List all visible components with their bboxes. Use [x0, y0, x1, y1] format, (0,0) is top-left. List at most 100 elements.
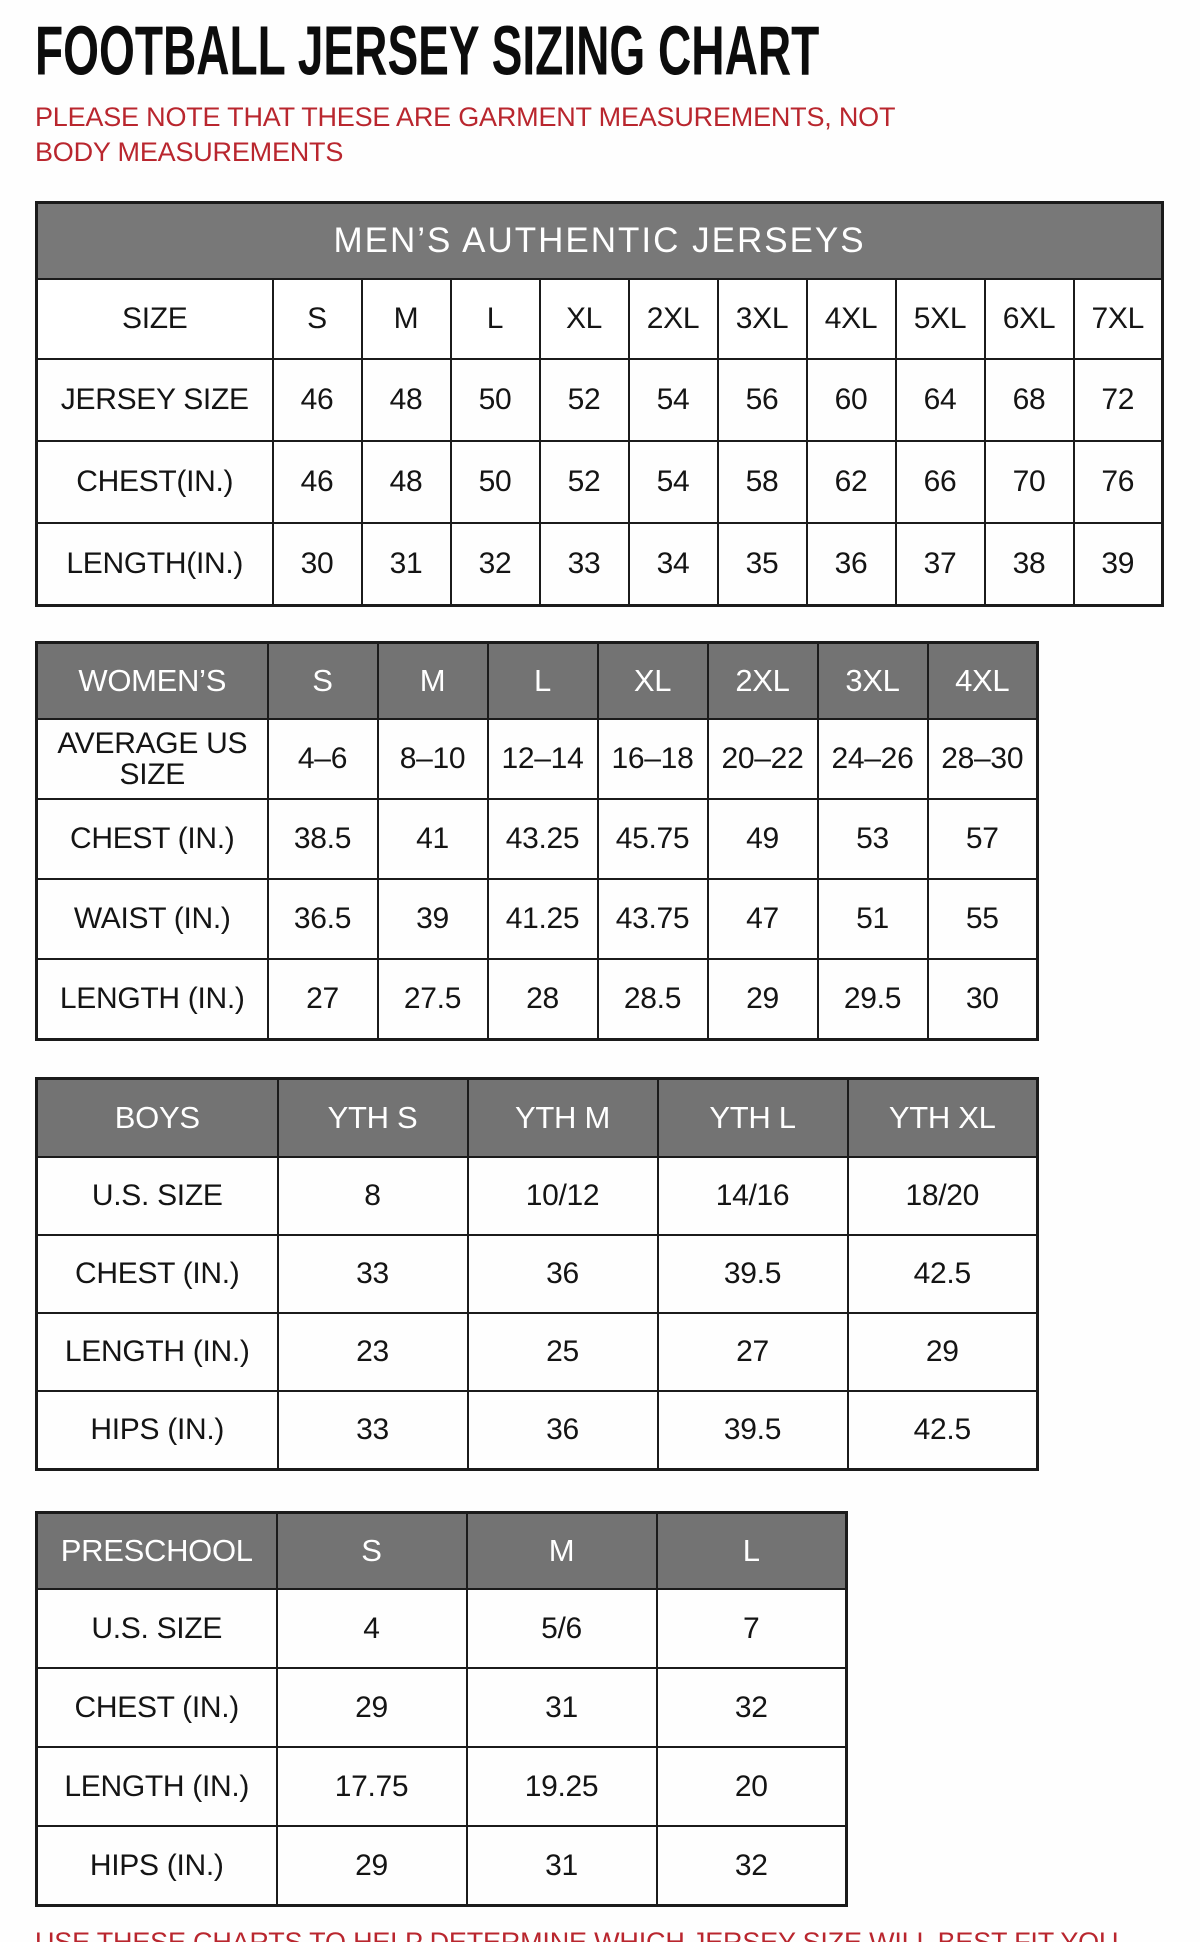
- mens-value-cell: 50: [449, 440, 541, 525]
- preschool-value-cell: 32: [655, 1825, 848, 1907]
- boys-table-row: LENGTH (IN.) 23 25 27 29: [35, 1312, 1039, 1393]
- mens-header-cell: 7XL: [1072, 278, 1164, 361]
- mens-value-cell: 32: [449, 522, 541, 607]
- mens-header-cell: L: [449, 278, 541, 361]
- womens-table-row: CHEST (IN.) 38.5 41 43.25 45.75 49 53 57: [35, 798, 1039, 881]
- boys-header-cell: YTH M: [466, 1077, 659, 1159]
- womens-header-cell: M: [376, 641, 489, 721]
- womens-table-row: AVERAGE US SIZE 4–6 8–10 12–14 16–18 20–22 24–…: [35, 718, 1039, 801]
- garment-measurement-note: PLEASE NOTE THAT THESE ARE GARMENT MEASU…: [35, 102, 895, 167]
- womens-value-cell: 28.5: [596, 958, 709, 1041]
- preschool-value-cell: 31: [465, 1825, 658, 1907]
- mens-value-cell: 52: [538, 440, 630, 525]
- preschool-value-cell: 19.25: [465, 1746, 658, 1828]
- boys-value-cell: 18/20: [846, 1156, 1039, 1237]
- mens-value-cell: 38: [983, 522, 1075, 607]
- mens-value-cell: 60: [805, 358, 897, 443]
- boys-value-cell: 36: [466, 1390, 659, 1471]
- mens-value-cell: 48: [360, 440, 452, 525]
- size-table-womens: WOMEN’S S M L XL 2XL 3XL 4XL AVERAGE US SIZE 4–6 8…: [35, 641, 1039, 1042]
- mens-value-cell: 54: [627, 358, 719, 443]
- preschool-table-row: LENGTH (IN.) 17.75 19.25 20: [35, 1746, 848, 1828]
- boys-value-cell: 8: [276, 1156, 469, 1237]
- womens-value-cell: 29: [706, 958, 819, 1041]
- womens-value-cell: 36.5: [266, 878, 379, 961]
- mens-row-label: JERSEY SIZE: [35, 358, 274, 443]
- boys-header-cell: BOYS: [35, 1077, 279, 1159]
- boys-header-cell: YTH L: [656, 1077, 849, 1159]
- boys-row-label: HIPS (IN.): [35, 1390, 279, 1471]
- mens-header-cell: 4XL: [805, 278, 897, 361]
- boys-value-cell: 39.5: [656, 1390, 849, 1471]
- mens-value-cell: 56: [716, 358, 808, 443]
- mens-value-cell: 50: [449, 358, 541, 443]
- boys-value-cell: 33: [276, 1234, 469, 1315]
- womens-value-cell: 24–26: [816, 718, 929, 801]
- mens-table-row: JERSEY SIZE 46 48 50 52 54 56 60 64 68 72: [35, 358, 1164, 443]
- best-fit-note: USE THESE CHARTS TO HELP DETERMINE WHICH…: [35, 1925, 1165, 1942]
- page-title: FOOTBALL JERSEY SIZING CHART: [35, 11, 820, 90]
- womens-value-cell: 55: [926, 878, 1039, 961]
- womens-header-cell: L: [486, 641, 599, 721]
- preschool-row-label: HIPS (IN.): [35, 1825, 278, 1907]
- womens-value-cell: 28: [486, 958, 599, 1041]
- womens-value-cell: 29.5: [816, 958, 929, 1041]
- boys-header-cell: YTH XL: [846, 1077, 1039, 1159]
- womens-value-cell: 4–6: [266, 718, 379, 801]
- preschool-row-label: CHEST (IN.): [35, 1667, 278, 1749]
- womens-value-cell: 30: [926, 958, 1039, 1041]
- womens-value-cell: 8–10: [376, 718, 489, 801]
- preschool-header-cell: L: [655, 1511, 848, 1591]
- womens-value-cell: 16–18: [596, 718, 709, 801]
- mens-value-cell: 76: [1072, 440, 1164, 525]
- womens-row-label: CHEST (IN.): [35, 798, 269, 881]
- mens-value-cell: 64: [894, 358, 986, 443]
- womens-header-cell: 4XL: [926, 641, 1039, 721]
- boys-table-row: U.S. SIZE 8 10/12 14/16 18/20: [35, 1156, 1039, 1237]
- womens-row-label: LENGTH (IN.): [35, 958, 269, 1041]
- womens-header-cell: 3XL: [816, 641, 929, 721]
- preschool-header-cell: M: [465, 1511, 658, 1591]
- womens-header-cell: 2XL: [706, 641, 819, 721]
- boys-header-cell: YTH S: [276, 1077, 469, 1159]
- womens-value-cell: 47: [706, 878, 819, 961]
- mens-header-cell: 3XL: [716, 278, 808, 361]
- preschool-row-label: U.S. SIZE: [35, 1588, 278, 1670]
- boys-row-label: LENGTH (IN.): [35, 1312, 279, 1393]
- mens-banner-title: MEN’S AUTHENTIC JERSEYS: [35, 201, 1164, 281]
- mens-value-cell: 48: [360, 358, 452, 443]
- mens-value-cell: 62: [805, 440, 897, 525]
- womens-table-row: LENGTH (IN.) 27 27.5 28 28.5 29 29.5 30: [35, 958, 1039, 1041]
- mens-value-cell: 68: [983, 358, 1075, 443]
- preschool-row-label: LENGTH (IN.): [35, 1746, 278, 1828]
- mens-value-cell: 66: [894, 440, 986, 525]
- mens-value-cell: 36: [805, 522, 897, 607]
- preschool-value-cell: 4: [275, 1588, 468, 1670]
- boys-value-cell: 33: [276, 1390, 469, 1471]
- boys-value-cell: 36: [466, 1234, 659, 1315]
- preschool-table-row: HIPS (IN.) 29 31 32: [35, 1825, 848, 1907]
- womens-table-row: WAIST (IN.) 36.5 39 41.25 43.75 47 51 55: [35, 878, 1039, 961]
- boys-value-cell: 39.5: [656, 1234, 849, 1315]
- mens-value-cell: 70: [983, 440, 1075, 525]
- mens-value-cell: 39: [1072, 522, 1164, 607]
- womens-value-cell: 41: [376, 798, 489, 881]
- boys-value-cell: 23: [276, 1312, 469, 1393]
- boys-table-row: CHEST (IN.) 33 36 39.5 42.5: [35, 1234, 1039, 1315]
- mens-value-cell: 46: [271, 358, 363, 443]
- womens-value-cell: 38.5: [266, 798, 379, 881]
- womens-value-cell: 27.5: [376, 958, 489, 1041]
- womens-header-cell: WOMEN’S: [35, 641, 269, 721]
- mens-header-cell: 2XL: [627, 278, 719, 361]
- womens-value-cell: 43.25: [486, 798, 599, 881]
- mens-header-cell: 6XL: [983, 278, 1075, 361]
- preschool-header-cell: PRESCHOOL: [35, 1511, 278, 1591]
- womens-value-cell: 39: [376, 878, 489, 961]
- womens-header-cell: XL: [596, 641, 709, 721]
- mens-table-row: LENGTH(IN.) 30 31 32 33 34 35 36 37 38 39: [35, 522, 1164, 607]
- womens-value-cell: 41.25: [486, 878, 599, 961]
- mens-row-label: LENGTH(IN.): [35, 522, 274, 607]
- mens-row-label: CHEST(IN.): [35, 440, 274, 525]
